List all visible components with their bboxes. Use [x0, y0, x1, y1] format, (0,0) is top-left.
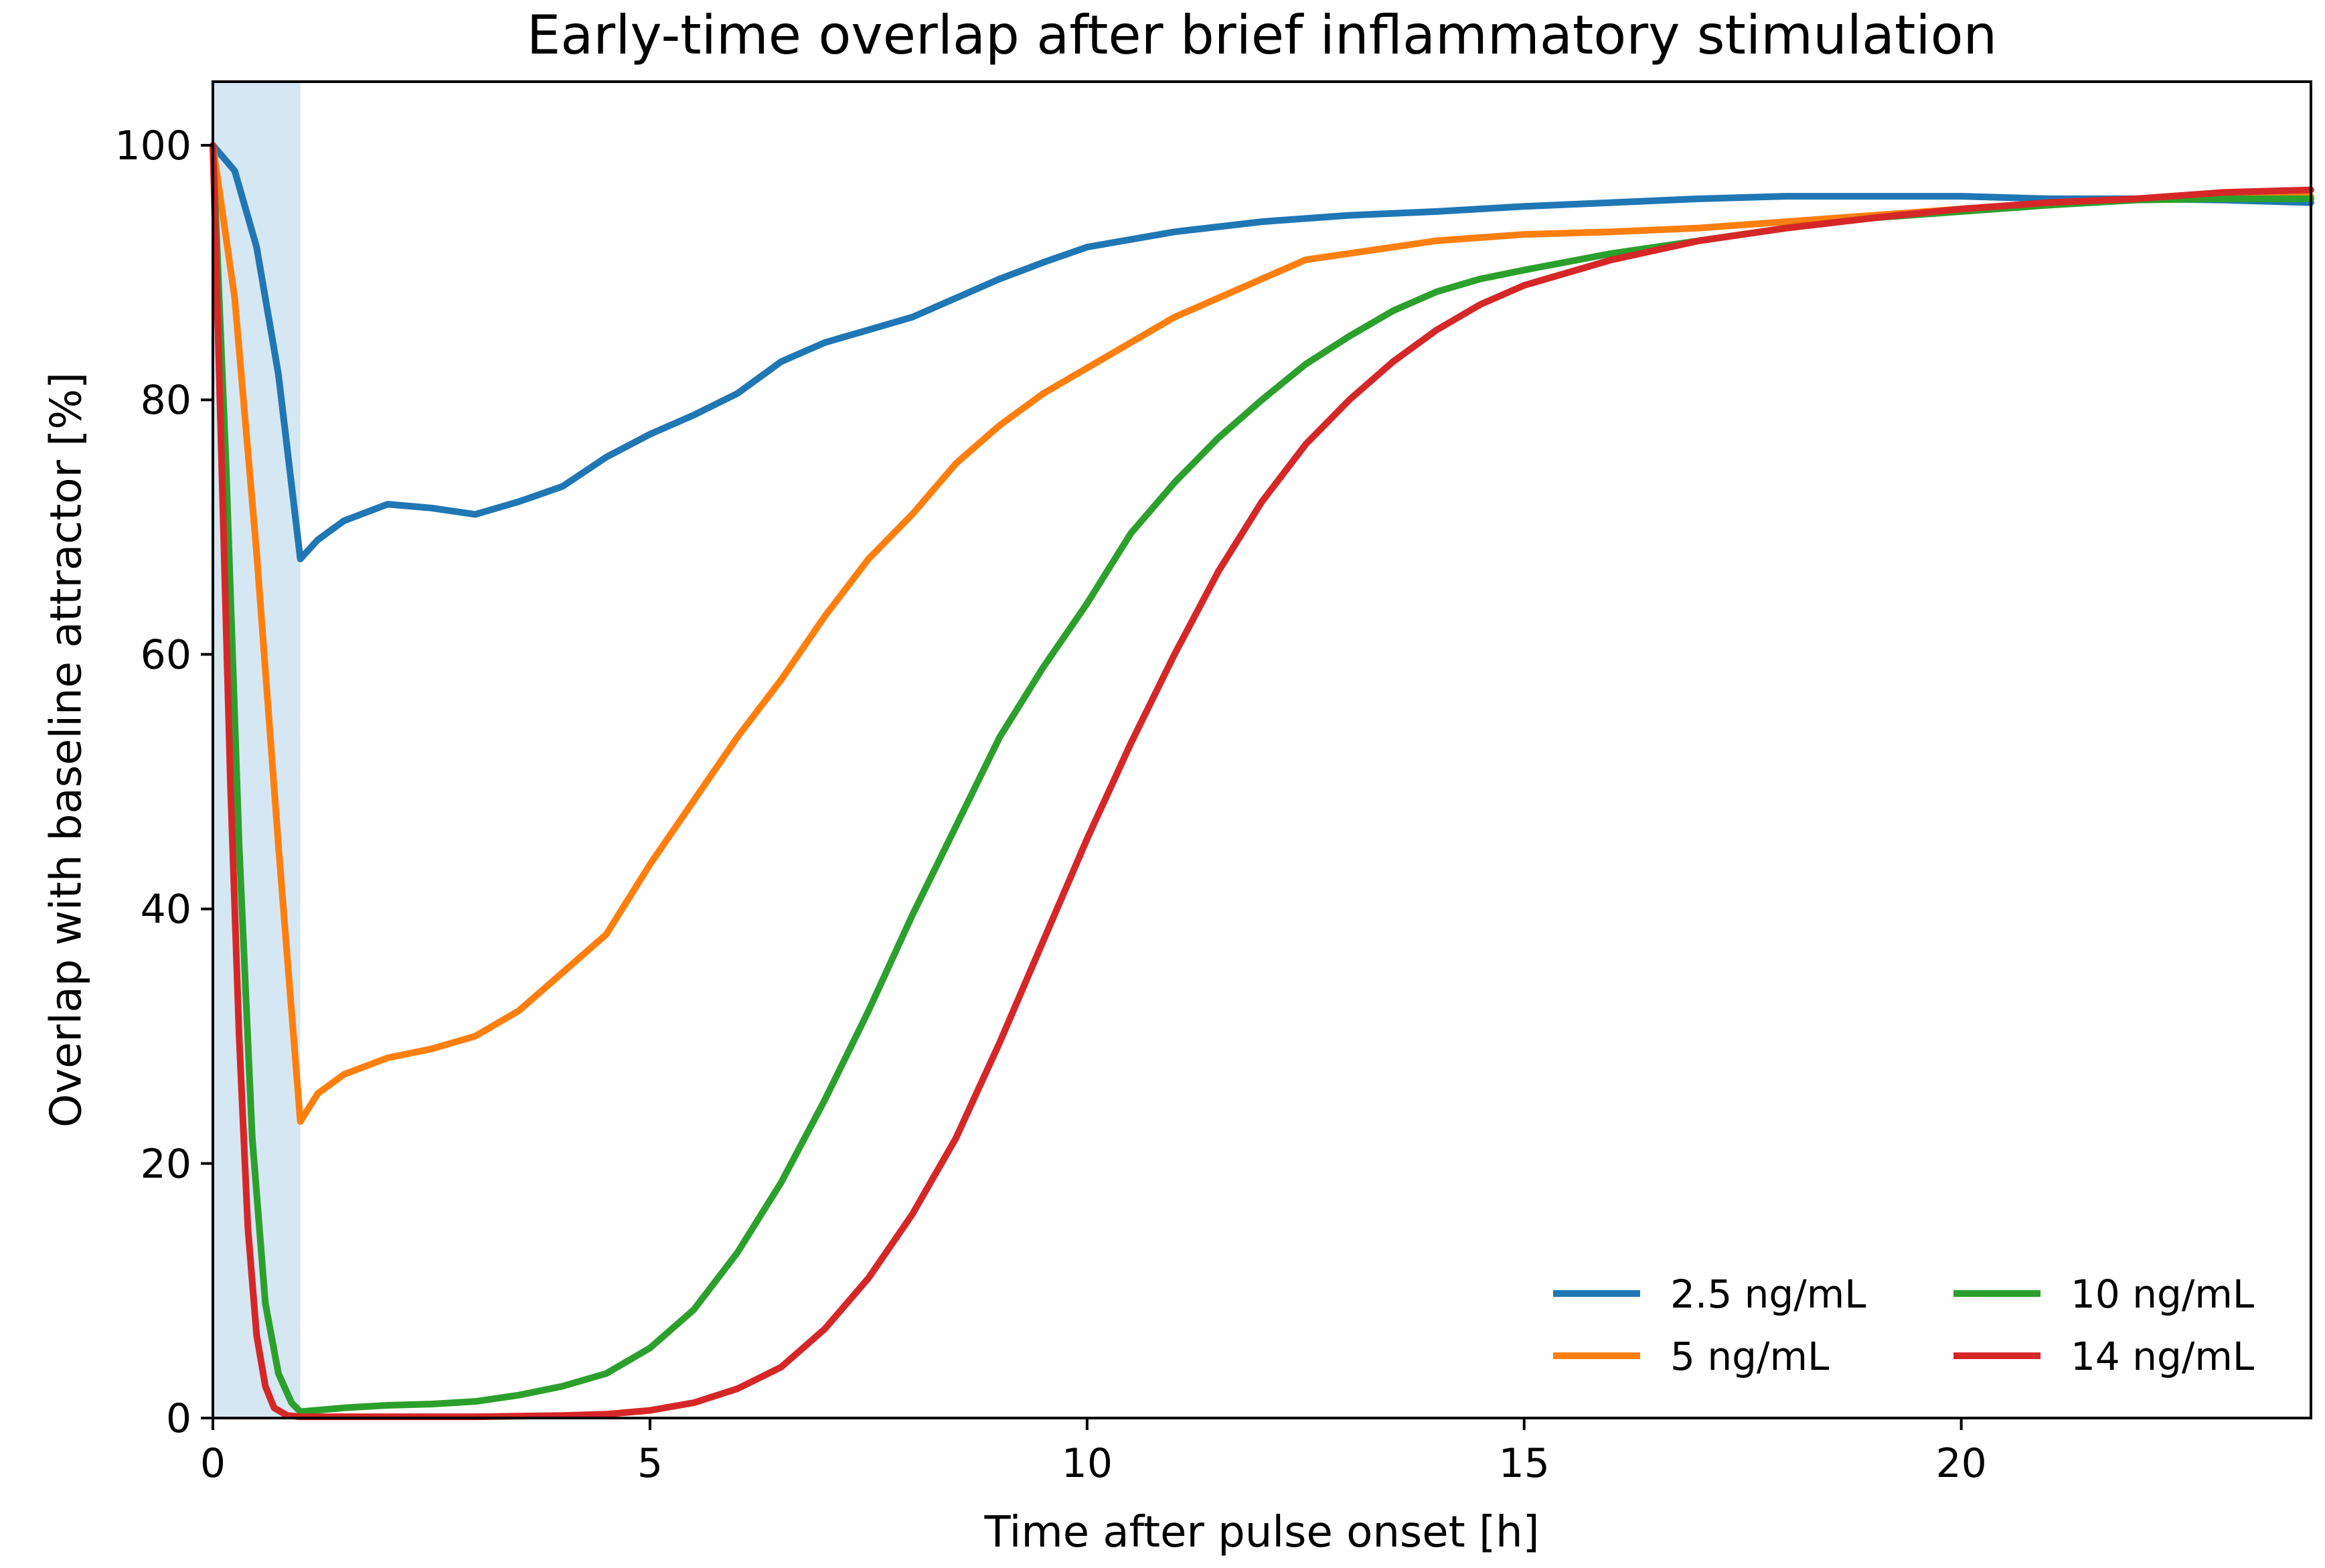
legend: 2.5 ng/mL 5 ng/mL 10 ng/mL 14 ng/mL — [1553, 1271, 2254, 1379]
series-layer — [210, 142, 2314, 1421]
legend-label: 14 ng/mL — [2071, 1334, 2254, 1379]
legend-label: 10 ng/mL — [2071, 1271, 2254, 1317]
y-tick-label: 20 — [141, 1141, 191, 1188]
y-tick-label: 40 — [141, 886, 191, 933]
y-tick-label: 0 — [166, 1395, 191, 1442]
y-tick-label: 100 — [114, 123, 191, 169]
y-tick-label: 60 — [141, 631, 191, 678]
y-tick-label: 80 — [141, 377, 191, 424]
x-axis-label: Time after pulse onset [h] — [983, 1508, 1539, 1557]
chart-title: Early-time overlap after brief inflammat… — [527, 4, 1998, 66]
x-tick-label: 15 — [1499, 1440, 1550, 1487]
plot-frame — [212, 80, 2312, 1419]
x-tick-label: 10 — [1062, 1440, 1113, 1487]
legend-label: 5 ng/mL — [1670, 1334, 1829, 1379]
axis-ticks: 0 5 10 15 20 0 20 40 60 80 100 — [114, 123, 1986, 1487]
series-line-2 — [210, 142, 2314, 1125]
x-tick-label: 20 — [1935, 1440, 1986, 1487]
series-line-4 — [210, 142, 2314, 1421]
y-axis-label: Overlap with baseline attractor [%] — [42, 372, 91, 1127]
x-tick-label: 0 — [200, 1440, 226, 1487]
x-tick-label: 5 — [637, 1440, 663, 1487]
series-line-1 — [210, 142, 2314, 562]
legend-label: 2.5 ng/mL — [1670, 1271, 1866, 1317]
